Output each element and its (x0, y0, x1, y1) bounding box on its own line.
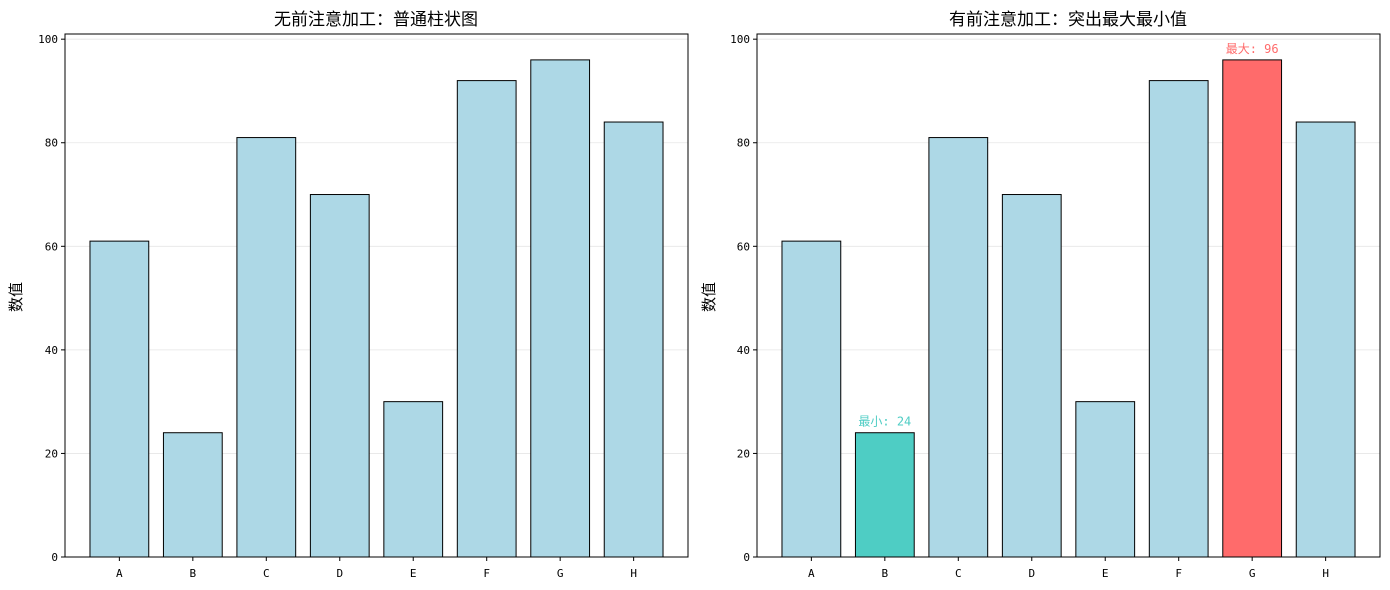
left-chart-title: 无前注意加工：普通柱状图 (274, 10, 478, 30)
left-y-tick-label: 20 (45, 447, 58, 460)
right-x-tick-label-H: H (1322, 567, 1329, 580)
right-y-tick-label: 60 (737, 240, 750, 253)
left-bar-E (383, 401, 444, 558)
left-x-tick-label-H: H (630, 567, 637, 580)
right-chart-panel: 有前注意加工：突出最大最小值 数值 0 20 40 60 80 100 A B C D E F G H 最小… (700, 10, 1381, 580)
left-x-tick-label-A: A (116, 567, 123, 580)
right-y-axis-label: 数值 (700, 282, 718, 312)
left-bar-D (309, 194, 370, 558)
right-plot-frame (756, 33, 1381, 558)
right-bar-B (854, 432, 915, 558)
left-bar-A (89, 240, 150, 558)
left-x-tick-label-F: F (483, 567, 490, 580)
right-bar-A (781, 240, 842, 558)
left-x-tick-label-G: G (557, 567, 564, 580)
right-y-tick-label: 20 (737, 447, 750, 460)
left-y-tick-label: 40 (45, 344, 58, 357)
right-bar-H (1295, 121, 1356, 558)
right-annotation-B: 最小: 24 (858, 415, 911, 429)
right-x-tick-label-F: F (1175, 567, 1182, 580)
left-bar-F (456, 80, 517, 558)
right-annotation-G: 最大: 96 (1226, 42, 1279, 56)
right-y-tick-label: 80 (737, 137, 750, 150)
right-x-tick-label-B: B (882, 567, 889, 580)
left-plot-frame (64, 33, 689, 558)
left-x-tick-label-C: C (263, 567, 270, 580)
left-chart-panel: 无前注意加工：普通柱状图 数值 0 20 40 60 80 100 A B C D E F G H (7, 10, 689, 580)
right-bar-F (1148, 80, 1209, 558)
left-y-axis-label: 数值 (7, 282, 25, 312)
right-bar-C (928, 137, 989, 558)
left-x-tick-label-E: E (410, 567, 417, 580)
left-x-tick-label-D: D (336, 567, 343, 580)
right-x-tick-label-E: E (1102, 567, 1109, 580)
left-bar-B (162, 432, 223, 558)
left-y-tick-label: 80 (45, 137, 58, 150)
left-bar-H (603, 121, 664, 558)
left-bar-C (236, 137, 297, 558)
right-x-tick-label-D: D (1028, 567, 1035, 580)
left-x-tick-label-B: B (190, 567, 197, 580)
right-bar-G (1222, 59, 1283, 558)
right-y-tick-label: 0 (743, 551, 750, 564)
left-bar-G (530, 59, 591, 558)
right-x-tick-label-G: G (1249, 567, 1256, 580)
left-y-tick-label: 0 (51, 551, 58, 564)
right-bar-D (1001, 194, 1062, 558)
right-x-tick-label-A: A (808, 567, 815, 580)
right-chart-title: 有前注意加工：突出最大最小值 (949, 10, 1187, 30)
right-y-tick-label: 100 (730, 33, 750, 46)
left-y-tick-label: 100 (38, 33, 58, 46)
right-bar-E (1075, 401, 1136, 558)
right-x-tick-label-C: C (955, 567, 962, 580)
left-y-tick-label: 60 (45, 240, 58, 253)
right-y-tick-label: 40 (737, 344, 750, 357)
